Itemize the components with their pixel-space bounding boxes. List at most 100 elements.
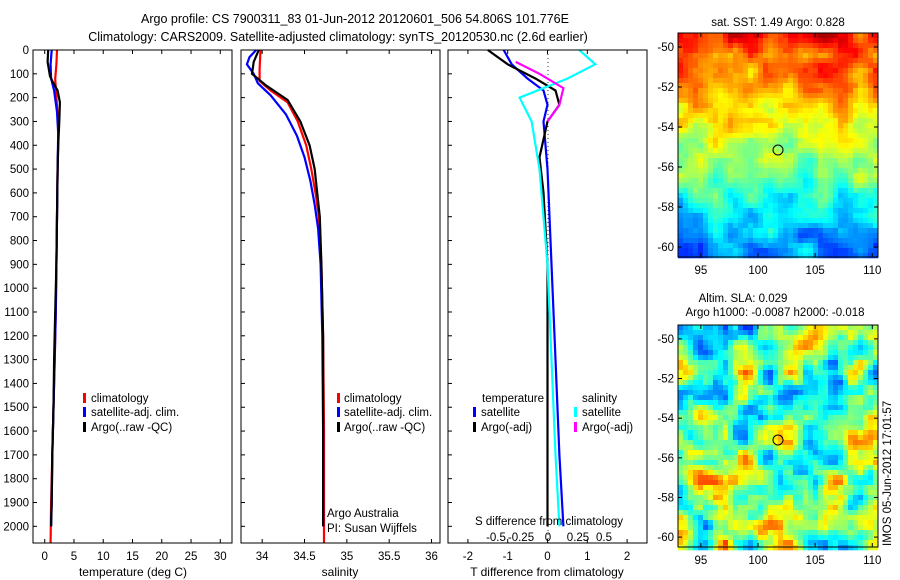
map-cell xyxy=(713,88,719,94)
map-cell xyxy=(728,93,734,99)
map-cell xyxy=(803,420,809,426)
map-cell xyxy=(788,335,794,341)
map-cell xyxy=(743,73,749,79)
map-cell xyxy=(853,63,859,69)
map-cell xyxy=(853,218,859,224)
map-cell xyxy=(798,123,804,129)
map-cell xyxy=(798,143,804,149)
map-cell xyxy=(708,253,714,259)
map-cell xyxy=(858,420,864,426)
map-cell xyxy=(713,63,719,69)
map-cell xyxy=(718,73,724,79)
map-cell xyxy=(783,68,789,74)
map-cell xyxy=(738,223,744,229)
map-cell xyxy=(808,253,814,259)
map-cell xyxy=(833,243,839,249)
map-cell xyxy=(803,470,809,476)
map-cell xyxy=(838,38,844,44)
map-cell xyxy=(768,520,774,526)
map-cell xyxy=(713,233,719,239)
map-cell xyxy=(858,103,864,109)
map-cell xyxy=(873,360,879,366)
map-cell xyxy=(713,248,719,254)
map-cell xyxy=(843,233,849,239)
map-cell xyxy=(678,445,684,451)
map-cell xyxy=(863,118,869,124)
map-cell xyxy=(688,520,694,526)
map-cell xyxy=(868,103,874,109)
map-cell xyxy=(873,163,879,169)
map-cell xyxy=(808,228,814,234)
map-cell xyxy=(823,520,829,526)
map-cell xyxy=(813,460,819,466)
map-cell xyxy=(808,465,814,471)
map-cell xyxy=(848,143,854,149)
map-cell xyxy=(688,113,694,119)
map-cell xyxy=(703,330,709,336)
map-cell xyxy=(788,83,794,89)
map-cell xyxy=(708,365,714,371)
map-cell xyxy=(678,325,684,331)
map-cell xyxy=(828,330,834,336)
map-cell xyxy=(768,153,774,159)
map-cell xyxy=(858,133,864,139)
map-cell xyxy=(868,405,874,411)
map-cell xyxy=(718,223,724,229)
map-cell xyxy=(828,445,834,451)
map-cell xyxy=(683,540,689,546)
map-cell xyxy=(808,400,814,406)
map-cell xyxy=(813,213,819,219)
map-cell xyxy=(778,485,784,491)
map-cell xyxy=(688,400,694,406)
map-cell xyxy=(838,53,844,59)
map-cell xyxy=(763,173,769,179)
map-cell xyxy=(683,395,689,401)
map-cell xyxy=(848,38,854,44)
map-cell xyxy=(853,475,859,481)
map-cell xyxy=(738,203,744,209)
map-cell xyxy=(873,153,879,159)
map-cell xyxy=(698,480,704,486)
map-cell xyxy=(823,355,829,361)
map-cell xyxy=(778,335,784,341)
map-cell xyxy=(783,133,789,139)
map-cell xyxy=(803,475,809,481)
map-cell xyxy=(708,163,714,169)
map-cell xyxy=(703,98,709,104)
map-cell xyxy=(698,400,704,406)
map-cell xyxy=(713,340,719,346)
map-cell xyxy=(838,158,844,164)
map-cell xyxy=(783,168,789,174)
map-cell xyxy=(828,490,834,496)
map-cell xyxy=(698,450,704,456)
map-cell xyxy=(738,253,744,259)
map-cell xyxy=(848,385,854,391)
map-cell xyxy=(703,63,709,69)
map-cell xyxy=(868,455,874,461)
map-cell xyxy=(698,233,704,239)
map-cell xyxy=(693,208,699,214)
map-cell xyxy=(793,340,799,346)
map-cell xyxy=(783,223,789,229)
map-cell xyxy=(718,370,724,376)
map-cell xyxy=(853,238,859,244)
map-cell xyxy=(803,33,809,39)
map-cell xyxy=(823,58,829,64)
map-cell xyxy=(703,203,709,209)
map-cell xyxy=(793,475,799,481)
map-cell xyxy=(853,143,859,149)
map-cell xyxy=(698,238,704,244)
map-cell xyxy=(713,500,719,506)
map-cell xyxy=(818,395,824,401)
map-cell xyxy=(688,88,694,94)
map-cell xyxy=(733,525,739,531)
map-cell xyxy=(838,58,844,64)
map-cell xyxy=(733,173,739,179)
map-cell xyxy=(868,545,874,551)
map-cell xyxy=(838,545,844,551)
map-cell xyxy=(773,253,779,259)
map-cell xyxy=(813,490,819,496)
map-cell xyxy=(778,475,784,481)
map-cell xyxy=(833,340,839,346)
map-cell xyxy=(678,163,684,169)
